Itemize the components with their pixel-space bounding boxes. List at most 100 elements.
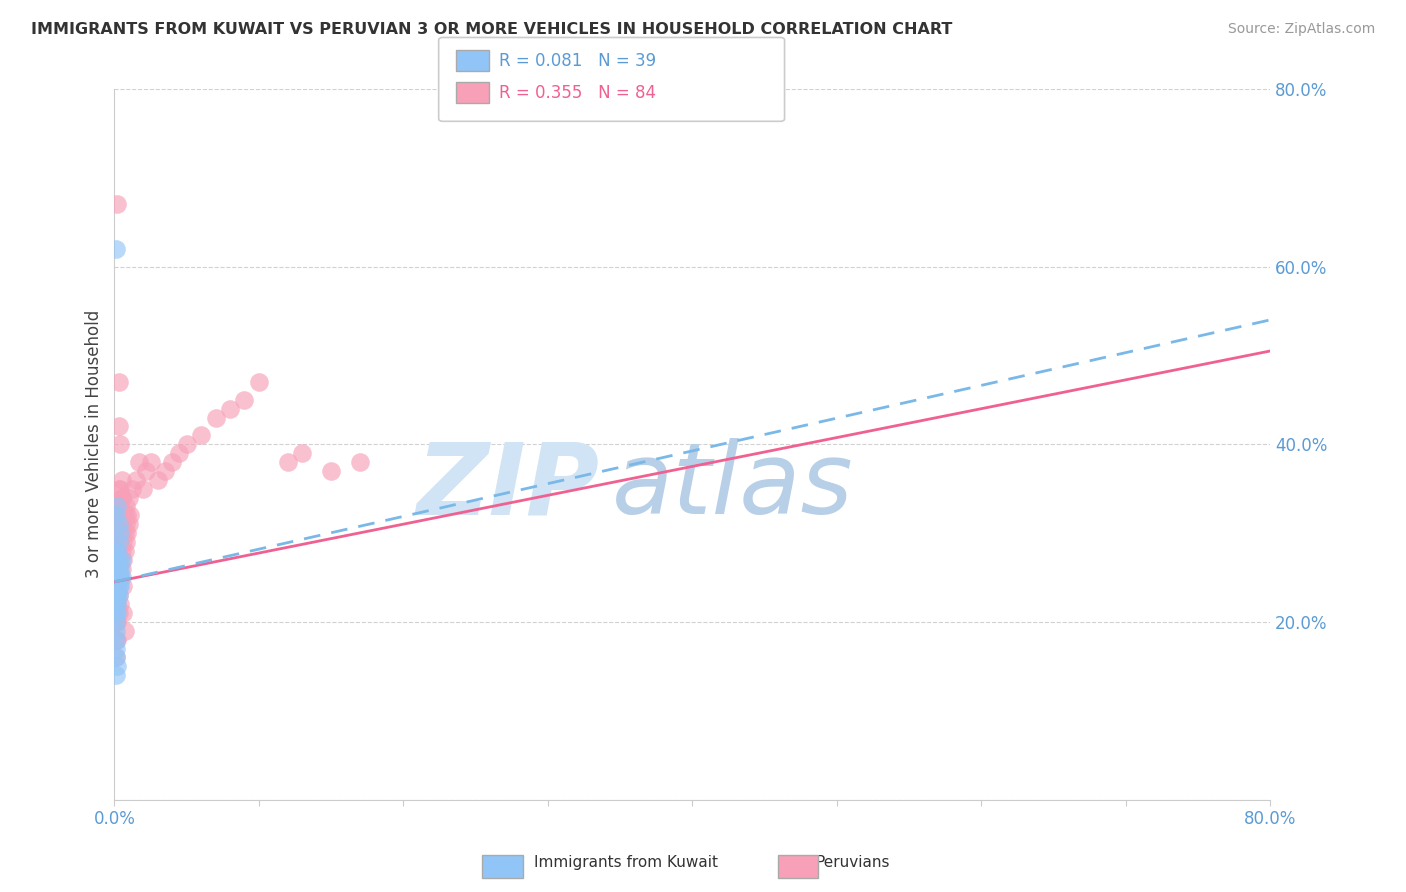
Point bbox=[204, 410, 226, 425]
Point bbox=[107, 606, 129, 620]
Point bbox=[104, 632, 127, 647]
Point bbox=[118, 517, 141, 532]
Point bbox=[105, 588, 128, 602]
Point bbox=[104, 508, 127, 523]
Point bbox=[105, 197, 128, 211]
Point bbox=[104, 606, 127, 620]
Point bbox=[108, 482, 131, 496]
Point bbox=[108, 597, 131, 611]
Point bbox=[132, 482, 155, 496]
Point bbox=[104, 579, 127, 593]
Point bbox=[104, 242, 127, 256]
Point bbox=[117, 526, 139, 541]
Point bbox=[104, 552, 127, 566]
Text: atlas: atlas bbox=[612, 438, 853, 535]
Point bbox=[277, 455, 299, 469]
Point bbox=[105, 606, 128, 620]
Point bbox=[169, 446, 191, 460]
Point bbox=[107, 517, 129, 532]
Point bbox=[104, 632, 127, 647]
Point bbox=[104, 668, 127, 682]
Point bbox=[111, 473, 134, 487]
Point bbox=[104, 624, 127, 638]
Point bbox=[107, 535, 129, 549]
Point bbox=[111, 543, 134, 558]
Point bbox=[105, 632, 128, 647]
Text: Peruvians: Peruvians bbox=[815, 855, 890, 870]
Point bbox=[117, 508, 139, 523]
Point bbox=[120, 508, 142, 523]
Point bbox=[115, 500, 138, 514]
Point bbox=[108, 579, 131, 593]
Point bbox=[111, 508, 134, 523]
Point bbox=[112, 535, 135, 549]
Point bbox=[160, 455, 183, 469]
Point bbox=[118, 491, 141, 505]
Text: Source: ZipAtlas.com: Source: ZipAtlas.com bbox=[1227, 22, 1375, 37]
Point bbox=[190, 428, 212, 442]
Point bbox=[111, 552, 134, 566]
Text: IMMIGRANTS FROM KUWAIT VS PERUVIAN 3 OR MORE VEHICLES IN HOUSEHOLD CORRELATION C: IMMIGRANTS FROM KUWAIT VS PERUVIAN 3 OR … bbox=[31, 22, 952, 37]
Point bbox=[112, 517, 135, 532]
Point bbox=[108, 526, 131, 541]
Point bbox=[247, 375, 270, 389]
Text: Immigrants from Kuwait: Immigrants from Kuwait bbox=[534, 855, 718, 870]
Point bbox=[104, 615, 127, 629]
Point bbox=[104, 543, 127, 558]
Point bbox=[108, 570, 131, 584]
Point bbox=[105, 508, 128, 523]
Point bbox=[105, 570, 128, 584]
Point bbox=[105, 588, 128, 602]
Point bbox=[107, 535, 129, 549]
Text: ZIP: ZIP bbox=[418, 438, 600, 535]
Point bbox=[104, 535, 127, 549]
Point bbox=[107, 482, 129, 496]
Point bbox=[115, 535, 138, 549]
Point bbox=[121, 482, 143, 496]
Point bbox=[104, 508, 127, 523]
Point bbox=[107, 570, 129, 584]
Point bbox=[111, 491, 134, 505]
Point bbox=[114, 543, 136, 558]
Point bbox=[105, 561, 128, 575]
Point bbox=[104, 650, 127, 665]
Point bbox=[111, 526, 134, 541]
Point bbox=[105, 597, 128, 611]
Point bbox=[108, 570, 131, 584]
Point bbox=[233, 392, 256, 407]
Point bbox=[111, 491, 134, 505]
Point bbox=[219, 401, 242, 416]
Point bbox=[107, 375, 129, 389]
Point bbox=[114, 526, 136, 541]
Point bbox=[107, 552, 129, 566]
Point bbox=[107, 570, 129, 584]
Point bbox=[108, 517, 131, 532]
Point bbox=[107, 588, 129, 602]
Point bbox=[107, 500, 129, 514]
Point bbox=[104, 615, 127, 629]
Point bbox=[114, 624, 136, 638]
Point bbox=[105, 543, 128, 558]
Point bbox=[108, 535, 131, 549]
Text: R = 0.355   N = 84: R = 0.355 N = 84 bbox=[499, 84, 657, 102]
Point bbox=[108, 561, 131, 575]
Point bbox=[105, 597, 128, 611]
Point bbox=[104, 641, 127, 656]
Point bbox=[105, 659, 128, 673]
Point bbox=[105, 561, 128, 575]
Point bbox=[349, 455, 371, 469]
Point bbox=[108, 437, 131, 451]
Point bbox=[135, 464, 157, 478]
Point bbox=[153, 464, 176, 478]
Point bbox=[105, 615, 128, 629]
Point bbox=[107, 561, 129, 575]
Point bbox=[107, 419, 129, 434]
Point bbox=[104, 552, 127, 566]
Point bbox=[112, 552, 135, 566]
Point bbox=[107, 552, 129, 566]
Point bbox=[104, 579, 127, 593]
Point bbox=[105, 526, 128, 541]
Point bbox=[112, 579, 135, 593]
Point bbox=[139, 455, 162, 469]
Point bbox=[321, 464, 343, 478]
